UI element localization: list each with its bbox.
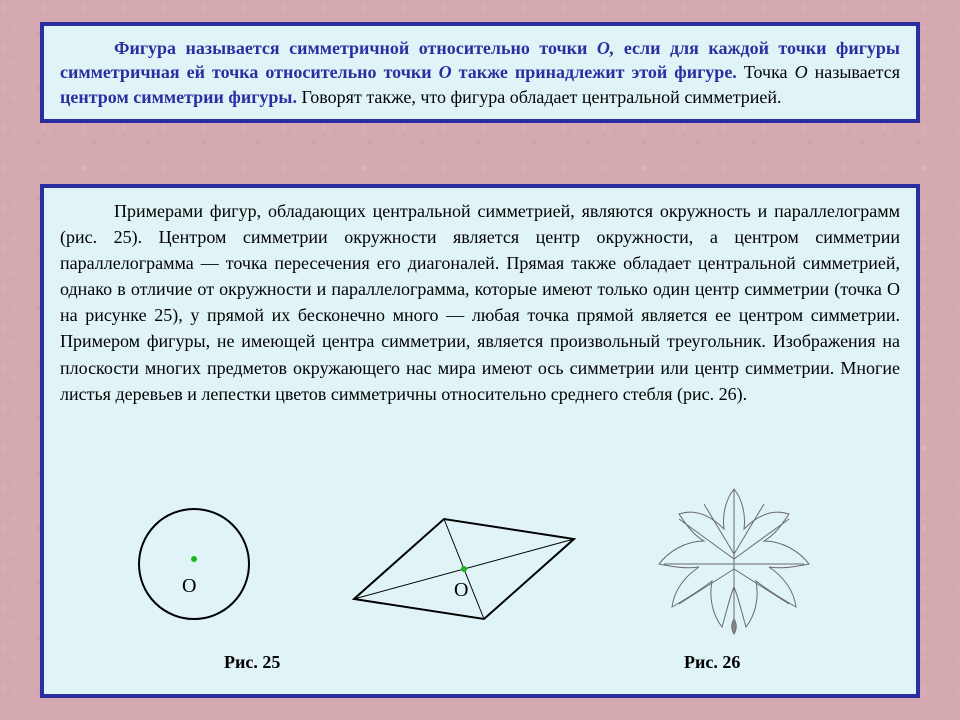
- def-seg-6: Точка: [737, 62, 795, 82]
- def-seg-2: O,: [597, 38, 615, 58]
- def-seg-9: центром симметрии фигуры.: [60, 87, 297, 107]
- def-seg-5: также принадлежит этой фигуре.: [452, 62, 737, 82]
- figure-leaf: [604, 464, 864, 644]
- figures-area: O O Рис. 25 Рис. 26: [44, 484, 916, 684]
- body-text: Примерами фигур, обладающих центральной …: [60, 198, 900, 407]
- def-seg-7: O: [795, 62, 808, 82]
- def-seg-1: Фигура называется симметричной относител…: [114, 38, 597, 58]
- def-seg-4: O: [439, 62, 452, 82]
- def-seg-8: называется: [808, 62, 900, 82]
- definition-text: Фигура называется симметричной относител…: [60, 36, 900, 109]
- caption-fig-26: Рис. 26: [684, 652, 740, 673]
- parallelogram-label-o: O: [454, 579, 468, 601]
- caption-fig-25: Рис. 25: [224, 652, 280, 673]
- definition-panel: Фигура называется симметричной относител…: [40, 22, 920, 123]
- def-seg-10: Говорят также, что фигура обладает центр…: [297, 87, 782, 107]
- parallelogram-center-dot: [461, 566, 467, 572]
- figure-parallelogram: O: [84, 484, 604, 664]
- content-panel: Примерами фигур, обладающих центральной …: [40, 184, 920, 698]
